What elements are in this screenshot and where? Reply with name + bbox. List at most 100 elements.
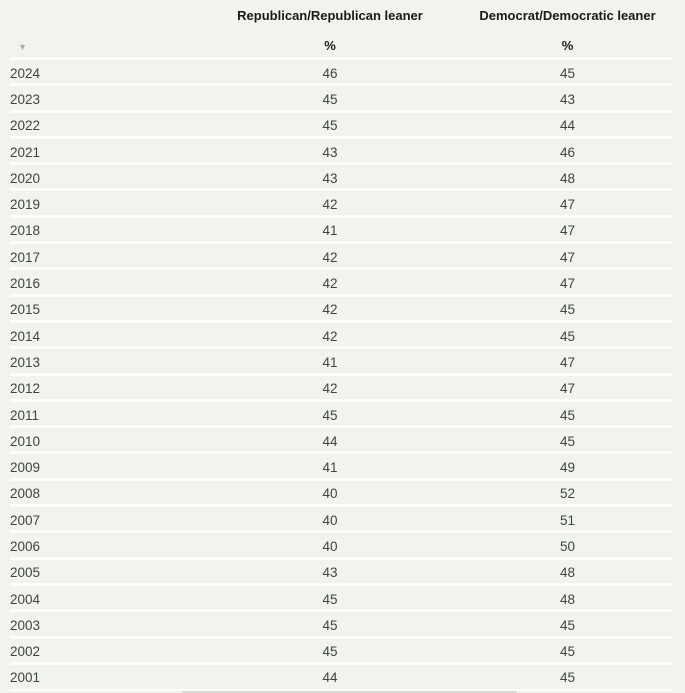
- table-row: 2014 42 45: [0, 323, 685, 350]
- table-row: 2011 45 45: [0, 402, 685, 429]
- year-cell: 2012: [10, 381, 41, 397]
- table-row: 2020 43 48: [0, 165, 685, 192]
- table-row: 2022 45 44: [0, 113, 685, 140]
- year-cell: 2022: [10, 118, 41, 134]
- table-row: 2008 40 52: [0, 481, 685, 508]
- republican-value-cell: 42: [322, 328, 338, 344]
- republican-column-header[interactable]: Republican/Republican leaner: [237, 7, 423, 23]
- year-cell: 2004: [10, 591, 41, 607]
- year-cell: 2013: [10, 354, 41, 370]
- democrat-value-cell: 47: [559, 276, 576, 292]
- table-row: 2023 45 43: [0, 86, 685, 113]
- democrat-value-cell: 45: [559, 617, 576, 633]
- year-sort-cell: ▼: [0, 38, 210, 53]
- year-cell: 2021: [10, 144, 41, 160]
- democrat-value-cell: 46: [559, 144, 576, 160]
- year-cell: 2003: [10, 617, 41, 633]
- table-row: 2024 46 45: [0, 60, 685, 87]
- democrat-value-cell: 45: [559, 670, 576, 686]
- year-cell: 2007: [10, 512, 41, 528]
- table-row: 2015 42 45: [0, 297, 685, 324]
- republican-value-cell: 41: [322, 223, 338, 239]
- year-cell: 2023: [10, 91, 41, 107]
- table-row: 2013 41 47: [0, 349, 685, 376]
- republican-value-cell: 40: [322, 486, 338, 502]
- table-row: 2009 41 49: [0, 454, 685, 482]
- table-row: 2003 45 45: [0, 612, 685, 639]
- table-row: 2019 42 47: [0, 191, 685, 219]
- republican-value-cell: 45: [322, 617, 338, 633]
- year-cell: 2018: [10, 223, 41, 239]
- table-row: 2010 44 45: [0, 428, 685, 455]
- year-cell: 2014: [10, 328, 41, 344]
- democrat-value-cell: 45: [559, 433, 576, 449]
- unit-header-row: ▼ % %: [0, 30, 685, 60]
- democrat-value-cell: 52: [559, 486, 576, 502]
- democrat-value-cell: 47: [559, 223, 576, 239]
- republican-value-cell: 45: [322, 407, 338, 423]
- republican-value-cell: 40: [322, 512, 338, 528]
- republican-value-cell: 41: [322, 354, 338, 370]
- democrat-value-cell: 43: [559, 91, 576, 107]
- table-row: 2001 44 45: [0, 665, 685, 692]
- republican-value-cell: 40: [322, 538, 338, 554]
- table-row: 2021 43 46: [0, 139, 685, 166]
- republican-unit-header: %: [324, 37, 336, 53]
- democrat-value-cell: 48: [559, 591, 576, 607]
- republican-value-cell: 41: [322, 460, 338, 476]
- republican-value-cell: 42: [322, 197, 338, 213]
- democrat-value-cell: 49: [559, 460, 576, 476]
- republican-value-cell: 43: [322, 170, 338, 186]
- year-cell: 2010: [10, 433, 41, 449]
- year-cell: 2005: [10, 565, 41, 581]
- democrat-value-cell: 45: [559, 65, 576, 81]
- year-cell: 2019: [10, 197, 41, 213]
- year-cell: 2006: [10, 538, 41, 554]
- republican-value-cell: 44: [322, 670, 338, 686]
- bottom-scrollbar[interactable]: [182, 691, 517, 693]
- sort-descending-icon[interactable]: ▼: [18, 41, 27, 52]
- republican-value-cell: 45: [322, 118, 338, 134]
- year-cell: 2009: [10, 460, 41, 476]
- republican-value-cell: 42: [322, 381, 338, 397]
- table-row: 2005 43 48: [0, 560, 685, 587]
- year-cell: 2017: [10, 249, 41, 265]
- year-cell: 2011: [10, 407, 40, 423]
- democrat-unit-header: %: [561, 37, 574, 53]
- democrat-value-cell: 48: [559, 170, 576, 186]
- table-row: 2017 42 47: [0, 244, 685, 271]
- table-row: 2016 42 47: [0, 270, 685, 297]
- republican-value-cell: 42: [322, 249, 338, 265]
- year-cell: 2002: [10, 644, 41, 660]
- table-row: 2007 40 51: [0, 507, 685, 534]
- table-row: 2018 41 47: [0, 218, 685, 245]
- republican-value-cell: 44: [322, 433, 338, 449]
- year-cell: 2020: [10, 170, 41, 186]
- republican-value-cell: 43: [322, 565, 338, 581]
- republican-value-cell: 45: [322, 644, 338, 660]
- year-cell: 2015: [10, 302, 41, 318]
- column-header-row: Republican/Republican leaner Democrat/De…: [0, 0, 685, 30]
- year-cell: 2016: [10, 276, 41, 292]
- democrat-value-cell: 47: [559, 354, 576, 370]
- democrat-value-cell: 45: [559, 328, 576, 344]
- table-body: 2024 46 45 2023 45 43 2022 45 44 2021 43…: [0, 60, 685, 692]
- democrat-column-header[interactable]: Democrat/Democratic leaner: [479, 7, 656, 23]
- republican-value-cell: 46: [322, 65, 338, 81]
- democrat-value-cell: 48: [559, 565, 576, 581]
- table-row: 2012 42 47: [0, 376, 685, 403]
- republican-value-cell: 43: [322, 144, 338, 160]
- republican-value-cell: 45: [322, 591, 338, 607]
- democrat-value-cell: 45: [559, 644, 576, 660]
- democrat-value-cell: 51: [559, 512, 576, 528]
- table-row: 2002 45 45: [0, 639, 685, 666]
- year-cell: 2024: [10, 65, 41, 81]
- year-cell: 2001: [10, 670, 41, 686]
- table-row: 2006 40 50: [0, 533, 685, 560]
- table-row: 2004 45 48: [0, 586, 685, 613]
- democrat-value-cell: 45: [559, 407, 576, 423]
- democrat-value-cell: 47: [559, 381, 576, 397]
- republican-value-cell: 45: [322, 91, 338, 107]
- republican-value-cell: 42: [322, 276, 338, 292]
